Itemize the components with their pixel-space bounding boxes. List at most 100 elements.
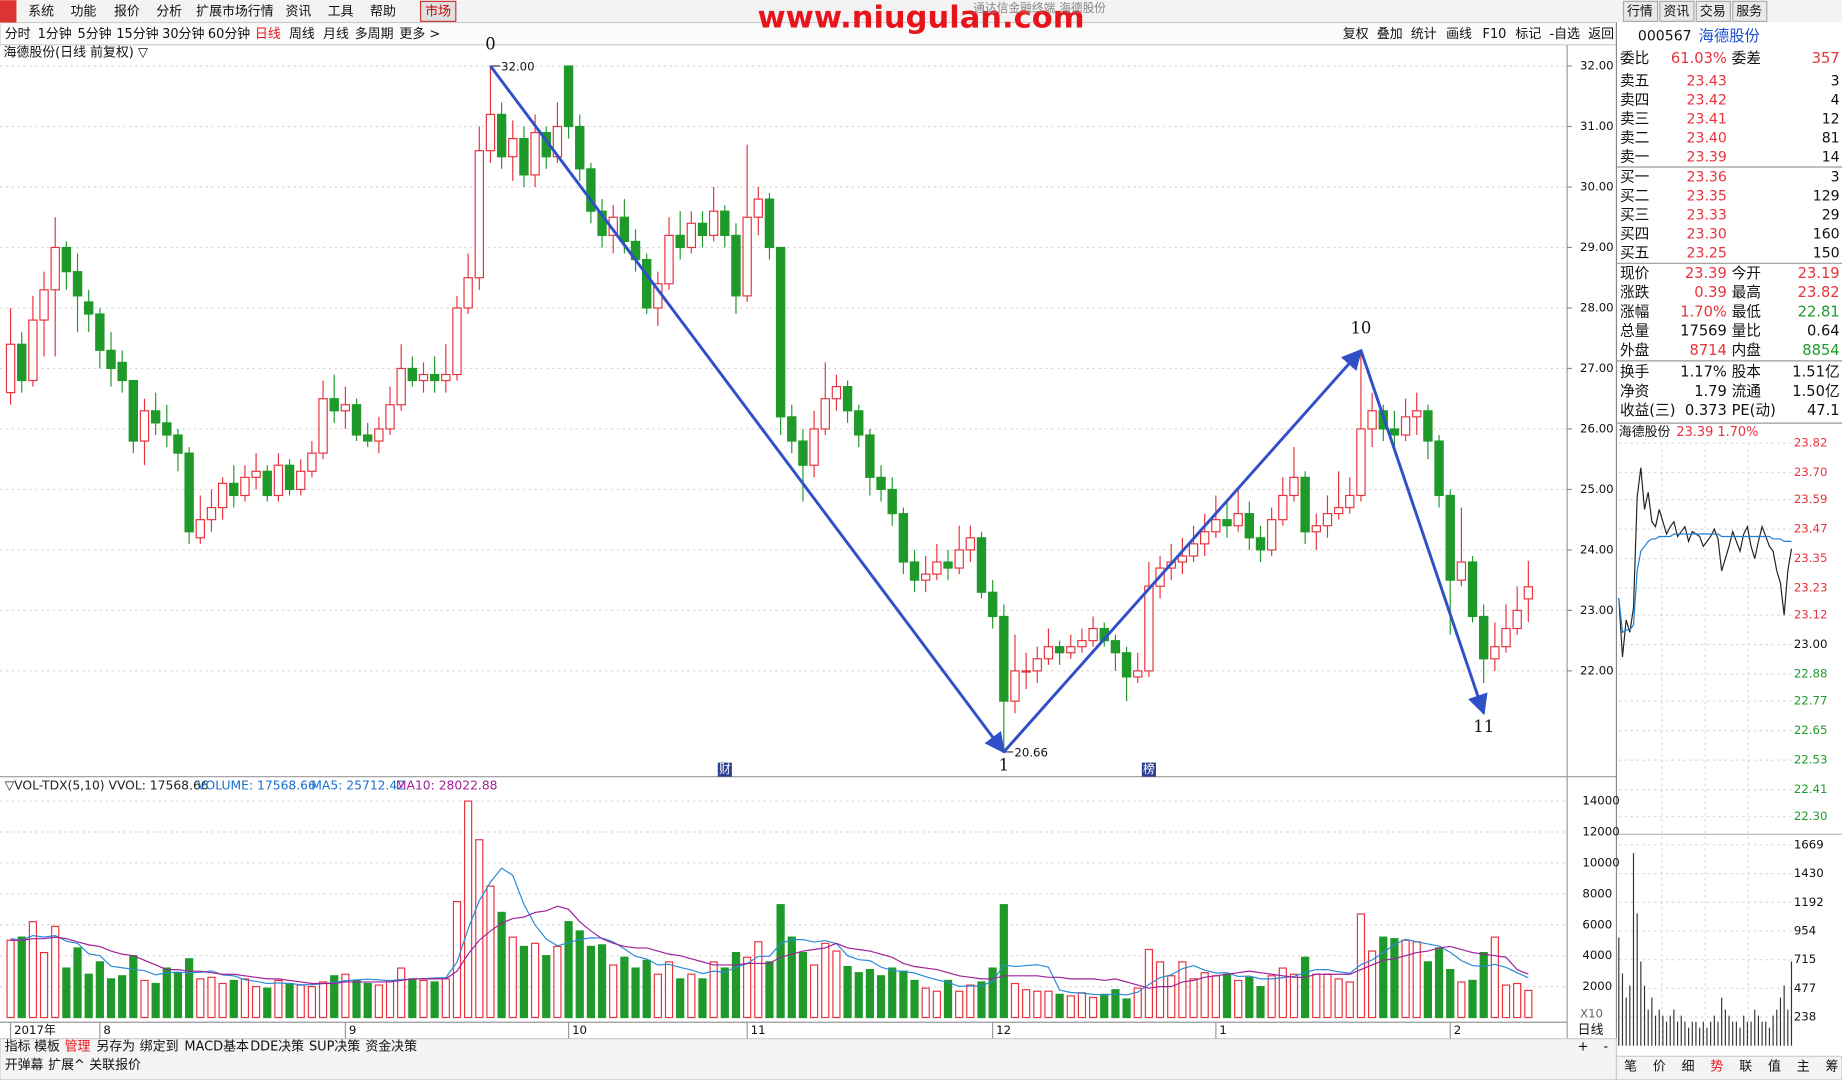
volume-bar: [664, 961, 674, 1019]
candle-body: [374, 428, 384, 442]
quote-cell: 买五: [1620, 245, 1649, 262]
quote-cell: 卖二: [1620, 129, 1649, 146]
candle-body: [664, 234, 674, 285]
candle-body: [708, 210, 719, 236]
quote-cell: 23.30: [1687, 227, 1727, 243]
candle-body: [195, 519, 205, 539]
volume-bar: [385, 979, 395, 1019]
candle-body: [229, 482, 239, 497]
period-tab[interactable]: 60分钟: [208, 26, 250, 42]
volume-bar: [966, 984, 975, 1019]
volume-bar: [240, 978, 250, 1019]
quote-cell: 今开: [1732, 265, 1761, 282]
volume-bar: [419, 979, 428, 1019]
bottom-tab[interactable]: 管理: [65, 1039, 91, 1054]
top-button-box[interactable]: [1659, 0, 1695, 22]
quote-cell: 160: [1813, 227, 1840, 243]
nav-tab[interactable]: 筹: [1826, 1058, 1839, 1074]
period-tab[interactable]: 5分钟: [78, 26, 112, 42]
menu-item[interactable]: 扩展市场行情: [196, 3, 274, 19]
nav-tab[interactable]: 细: [1682, 1059, 1695, 1074]
quote-cell: 8714: [1690, 342, 1727, 359]
candle-body: [251, 470, 261, 478]
menu-item[interactable]: 分析: [156, 4, 182, 19]
candle-body: [1278, 494, 1288, 521]
nav-tab[interactable]: 笔: [1624, 1058, 1637, 1074]
volume-bar: [408, 978, 417, 1019]
volume-bar: [642, 959, 651, 1019]
volume-bar: [631, 967, 640, 1019]
candle-body: [28, 319, 38, 382]
menu-item[interactable]: 资讯: [285, 4, 311, 19]
bottom-tab[interactable]: 资金决策: [365, 1038, 417, 1054]
menu-item[interactable]: 工具: [328, 4, 354, 19]
period-tab[interactable]: 日线: [255, 27, 281, 42]
y-tick-label: 27.00: [1580, 361, 1614, 375]
period-tab[interactable]: 更多 >: [399, 27, 440, 42]
menu-item[interactable]: 市场: [425, 3, 451, 19]
volume-bar: [1234, 979, 1243, 1019]
tool-button[interactable]: 返回: [1588, 27, 1614, 42]
bottom-tab[interactable]: 模板: [34, 1039, 60, 1054]
y-tick-label: 4000: [1582, 948, 1612, 962]
period-tab[interactable]: 30分钟: [162, 26, 204, 42]
bottom-tab[interactable]: SUP决策: [309, 1038, 360, 1054]
nav-tab[interactable]: 值: [1768, 1058, 1781, 1074]
menu-item[interactable]: 报价: [114, 4, 140, 19]
zoom-button[interactable]: -: [1604, 1039, 1609, 1054]
tool-button[interactable]: F10: [1483, 27, 1507, 42]
top-button[interactable]: 服务: [1736, 3, 1762, 19]
volume-bar: [508, 936, 517, 1019]
bottom-tab[interactable]: DDE决策: [250, 1038, 304, 1054]
quote-cell: 股本: [1732, 364, 1762, 381]
volume-header: MA10: 28022.88: [396, 779, 498, 793]
tool-button[interactable]: 画线: [1446, 27, 1472, 42]
volume-bar: [162, 967, 171, 1019]
period-label: 日线: [1578, 1023, 1604, 1038]
period-tab[interactable]: 15分钟: [116, 26, 158, 42]
tool-button[interactable]: 统计: [1411, 27, 1437, 42]
nav-tab[interactable]: 势: [1710, 1058, 1723, 1074]
top-button[interactable]: 交易: [1700, 3, 1726, 19]
nav-tab[interactable]: 联: [1739, 1059, 1752, 1074]
top-button-box[interactable]: [1695, 0, 1731, 22]
period-tab[interactable]: 月线: [323, 27, 349, 42]
period-tab[interactable]: 1分钟: [38, 26, 72, 42]
menu-item[interactable]: 系统: [28, 4, 54, 19]
volume-bar: [84, 973, 93, 1019]
top-button-box[interactable]: [1732, 0, 1768, 22]
bottom-tab[interactable]: 扩展^: [48, 1058, 85, 1073]
candle-body: [697, 222, 708, 236]
period-tab[interactable]: 多周期: [355, 27, 394, 42]
bottom-tab[interactable]: 另存为: [96, 1039, 135, 1054]
candle-body: [296, 470, 306, 491]
period-tab[interactable]: 分时: [5, 27, 31, 42]
bottom-tab[interactable]: 绑定到: [140, 1039, 179, 1054]
nav-tab[interactable]: 价: [1653, 1059, 1666, 1074]
y-tick-label: 25.00: [1580, 482, 1614, 496]
tool-button[interactable]: -自选: [1549, 27, 1580, 42]
tool-button[interactable]: 叠加: [1377, 27, 1403, 42]
nav-tab[interactable]: 主: [1797, 1059, 1810, 1074]
candle-body: [1467, 561, 1478, 618]
tool-button[interactable]: 标记: [1515, 27, 1541, 42]
volume-ma-line: [10, 867, 1529, 996]
period-tab[interactable]: 周线: [289, 27, 315, 42]
menu-item[interactable]: 帮助: [370, 4, 396, 19]
top-button[interactable]: 资讯: [1663, 4, 1689, 19]
menu-item[interactable]: 功能: [70, 4, 96, 19]
y-tick-label: 31.00: [1580, 119, 1614, 133]
bottom-tab[interactable]: 指标: [5, 1039, 31, 1054]
quote-cell: 换手: [1620, 364, 1649, 381]
bottom-tab[interactable]: 开弹幕: [5, 1058, 44, 1073]
y-tick-label: 24.00: [1580, 542, 1614, 556]
top-button-box[interactable]: [1622, 0, 1659, 22]
tool-button[interactable]: 复权: [1343, 26, 1369, 42]
candle-body: [262, 470, 272, 497]
bottom-tab[interactable]: MACD基本: [184, 1039, 249, 1054]
bottom-tab[interactable]: 关联报价: [89, 1058, 141, 1073]
candle-body: [1266, 519, 1277, 551]
top-button[interactable]: 行情: [1627, 4, 1653, 19]
zoom-button[interactable]: +: [1578, 1039, 1589, 1054]
quote-cell: 1.70%: [1680, 303, 1727, 320]
